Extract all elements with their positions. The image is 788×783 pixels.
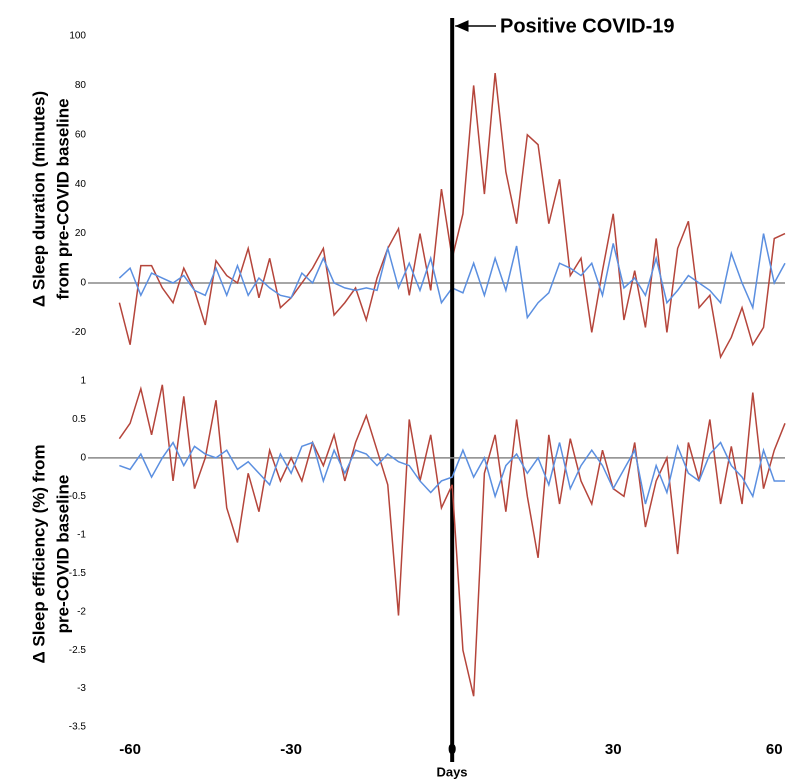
- y-tick-label: -2: [77, 606, 86, 617]
- x-tick-label: 30: [605, 741, 622, 758]
- y-tick-label: -2.5: [69, 645, 87, 656]
- y-axis-label: from pre-COVID baseline: [53, 98, 72, 299]
- y-tick-label: 20: [75, 228, 87, 239]
- y-tick-label: -1.5: [69, 568, 87, 579]
- y-tick-label: 0.5: [72, 414, 86, 425]
- annotation-text: Positive COVID-19: [500, 15, 675, 37]
- x-tick-label: 0: [448, 741, 456, 758]
- x-tick-label: -60: [119, 741, 141, 758]
- y-tick-label: 100: [69, 31, 86, 42]
- y-tick-label: -3.5: [69, 722, 87, 733]
- y-axis-label: pre-COVID baseline: [53, 475, 72, 634]
- x-tick-label: -30: [280, 741, 302, 758]
- y-axis-label: Δ Sleep duration (minutes): [29, 91, 48, 307]
- y-tick-label: 0: [80, 453, 86, 464]
- y-tick-label: -0.5: [69, 491, 87, 502]
- y-tick-label: -3: [77, 683, 86, 694]
- y-tick-label: -1: [77, 529, 86, 540]
- series-line: [119, 441, 785, 505]
- y-tick-label: 80: [75, 80, 87, 91]
- x-axis-label: Days: [436, 764, 467, 779]
- y-axis-label: Δ Sleep efficiency (%) from: [29, 444, 48, 663]
- x-tick-label: 60: [766, 741, 783, 758]
- y-tick-label: 60: [75, 129, 87, 140]
- y-tick-label: 1: [80, 376, 86, 387]
- y-tick-label: -20: [72, 327, 87, 338]
- y-tick-label: 40: [75, 179, 87, 190]
- y-tick-label: 0: [80, 278, 86, 289]
- series-line: [118, 384, 786, 697]
